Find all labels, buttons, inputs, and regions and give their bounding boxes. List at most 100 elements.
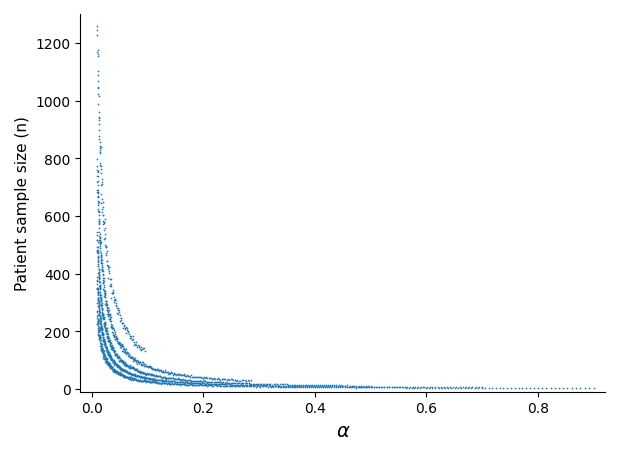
Point — [102, 355, 112, 363]
Point — [278, 381, 288, 388]
Point — [93, 253, 103, 260]
Point — [254, 380, 264, 388]
Point — [92, 278, 102, 285]
Point — [94, 270, 104, 278]
Point — [217, 381, 227, 388]
Point — [307, 381, 317, 389]
Point — [92, 284, 102, 292]
Point — [200, 377, 210, 384]
Point — [333, 384, 343, 391]
Point — [244, 382, 254, 389]
Point — [145, 370, 155, 378]
Point — [337, 384, 347, 391]
Point — [442, 384, 452, 391]
Point — [327, 382, 337, 389]
Point — [111, 351, 121, 358]
Point — [99, 354, 108, 361]
Point — [158, 374, 168, 381]
Point — [351, 383, 361, 390]
Point — [99, 220, 108, 227]
Point — [234, 382, 244, 389]
Point — [208, 379, 218, 386]
Point — [97, 300, 107, 307]
Point — [110, 331, 120, 338]
Point — [166, 374, 175, 382]
Point — [163, 377, 173, 384]
Point — [313, 383, 323, 390]
Point — [100, 325, 110, 332]
Point — [397, 384, 407, 391]
Point — [374, 383, 384, 390]
Point — [97, 307, 107, 314]
Point — [95, 316, 105, 323]
Point — [94, 215, 104, 222]
Point — [163, 374, 173, 382]
Point — [110, 351, 120, 358]
Point — [95, 322, 105, 329]
Point — [529, 384, 539, 392]
Point — [157, 379, 167, 386]
Point — [93, 289, 103, 296]
Point — [220, 381, 230, 388]
Point — [120, 367, 130, 374]
Point — [112, 353, 122, 360]
Point — [246, 377, 255, 384]
Point — [200, 378, 210, 385]
Point — [138, 378, 148, 385]
Point — [268, 383, 278, 390]
Point — [92, 173, 102, 181]
Point — [105, 318, 115, 325]
Point — [144, 375, 154, 383]
Point — [101, 329, 111, 337]
Point — [95, 318, 105, 325]
Point — [104, 360, 113, 368]
Point — [104, 350, 113, 358]
Point — [94, 302, 104, 309]
Point — [114, 308, 124, 316]
Point — [97, 345, 107, 352]
Point — [125, 335, 135, 342]
Point — [151, 372, 161, 379]
Point — [95, 282, 105, 289]
Point — [206, 375, 216, 382]
Point — [141, 362, 151, 369]
Point — [394, 384, 404, 391]
Point — [98, 348, 108, 355]
Point — [100, 319, 110, 327]
Point — [106, 355, 116, 363]
Point — [94, 324, 104, 331]
Point — [95, 290, 105, 298]
Point — [97, 199, 107, 207]
Point — [121, 374, 131, 381]
Point — [221, 383, 231, 390]
Point — [356, 382, 366, 389]
Point — [154, 380, 164, 387]
Point — [94, 269, 104, 276]
Point — [112, 352, 122, 359]
Point — [164, 378, 174, 385]
Point — [120, 346, 130, 354]
Point — [92, 277, 102, 284]
Point — [241, 383, 250, 390]
Point — [113, 339, 123, 346]
Point — [95, 315, 105, 322]
Point — [97, 326, 107, 334]
Point — [126, 334, 136, 342]
Point — [102, 357, 112, 364]
Point — [131, 372, 141, 379]
Point — [96, 303, 106, 310]
Point — [277, 381, 286, 388]
Point — [135, 377, 145, 384]
Point — [95, 253, 105, 260]
Point — [104, 351, 114, 358]
Point — [94, 304, 104, 311]
Point — [124, 351, 134, 358]
Point — [125, 374, 135, 381]
Point — [149, 376, 159, 384]
Point — [99, 288, 109, 295]
Point — [169, 378, 179, 385]
Point — [138, 378, 148, 385]
Point — [128, 364, 138, 372]
Point — [110, 336, 120, 344]
Point — [111, 333, 121, 340]
